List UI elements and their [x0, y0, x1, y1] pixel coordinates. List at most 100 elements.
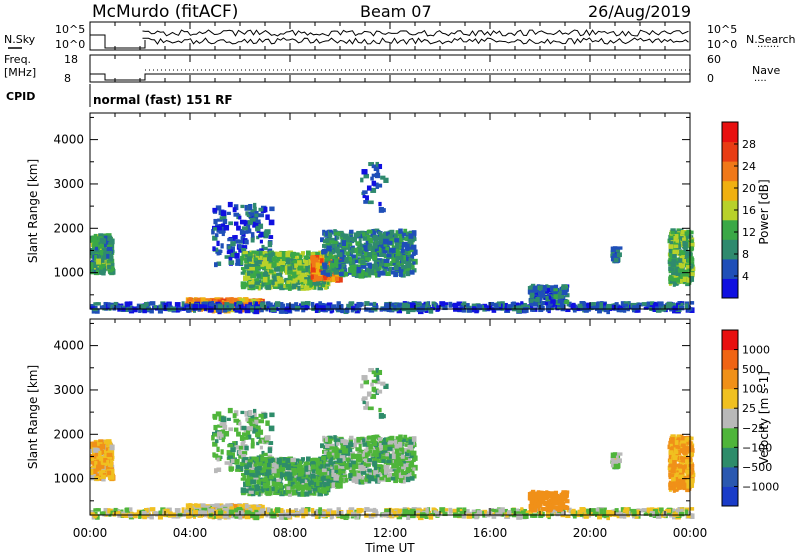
power-cell [230, 241, 236, 247]
velocity-cell [317, 461, 323, 465]
power-cell [291, 283, 297, 290]
power-cell [324, 258, 329, 265]
power-cell [228, 303, 235, 309]
velocity-cell [329, 479, 335, 483]
power-cell [365, 195, 369, 201]
power-cell [408, 233, 414, 239]
power-cell [325, 237, 331, 243]
power-cell [278, 308, 284, 314]
power-cell [680, 231, 686, 238]
velocity-cell [398, 477, 403, 483]
power-cell [345, 251, 350, 256]
power-cell [328, 271, 333, 277]
power-cell [533, 301, 537, 306]
power-cell [399, 240, 404, 246]
velocity-cell [381, 441, 388, 446]
velocity-cell [254, 422, 259, 428]
power-cell [378, 253, 383, 257]
power-cell [343, 268, 348, 273]
power-cell [250, 232, 255, 238]
nsearch-tick-bottom: 10^0 [707, 38, 737, 51]
power-cell [263, 206, 268, 213]
power-cell [318, 301, 323, 306]
velocity-cell [387, 436, 393, 441]
velocity-cell [216, 446, 220, 453]
y-tick-label: 2000 [53, 221, 84, 235]
velocity-cell [398, 472, 404, 479]
power-cell [99, 268, 106, 273]
velocity-cell [98, 470, 103, 476]
power-cell [99, 305, 106, 309]
power-cell [603, 302, 607, 309]
power-cell [242, 270, 247, 275]
power-cell [676, 228, 680, 232]
power-cell [553, 288, 558, 292]
power-cell [494, 303, 499, 309]
power-cell [398, 266, 404, 273]
velocity-cell [243, 481, 249, 487]
power-cell [103, 251, 108, 257]
velocity-cell [372, 441, 378, 447]
power-cell [144, 301, 149, 307]
velocity-cell [286, 461, 290, 466]
velocity-cell [372, 473, 377, 479]
power-cell [243, 275, 249, 281]
power-cell [688, 242, 695, 247]
power-cell [409, 254, 415, 260]
power-cell [425, 301, 429, 308]
velocity-cell [97, 450, 102, 455]
power-cell [129, 301, 133, 306]
power-cell [558, 290, 564, 295]
power-cell [245, 211, 249, 216]
power-cell [364, 246, 369, 252]
power-cell [565, 308, 571, 313]
velocity-cell [216, 457, 220, 462]
power-cell [254, 303, 259, 309]
velocity-cell [269, 475, 274, 480]
power-cell [205, 304, 210, 309]
power-cell [107, 250, 113, 254]
power-cell [248, 281, 255, 285]
power-cell [317, 255, 323, 259]
power-cell [106, 233, 112, 237]
power-cell [360, 265, 367, 269]
power-cell [675, 261, 682, 265]
power-cell [233, 307, 237, 312]
power-cell [233, 221, 239, 226]
velocity-cell [341, 452, 347, 458]
velocity-cell [287, 472, 293, 478]
power-cell [255, 250, 262, 256]
power-cell [655, 306, 660, 311]
power-cell [341, 240, 347, 247]
power-cell [373, 272, 379, 276]
velocity-cell [255, 433, 261, 438]
power-cell [330, 237, 335, 243]
power-cell [398, 271, 403, 277]
power-cell [188, 297, 193, 302]
velocity-cell [394, 444, 399, 449]
velocity-cell [320, 476, 327, 481]
power-cell [689, 301, 695, 305]
power-cell [596, 301, 600, 308]
power-cell [294, 263, 298, 269]
power-cell [213, 305, 218, 311]
power-cell [257, 259, 262, 265]
power-cell [238, 304, 244, 310]
colorbar-tick-label: 12 [742, 226, 756, 239]
velocity-cell [362, 438, 366, 443]
velocity-cell [347, 455, 352, 459]
power-cell [269, 269, 274, 274]
velocity-cell [247, 459, 253, 465]
nsearch-tick-top: 10^5 [707, 23, 737, 36]
power-cell [372, 235, 378, 241]
velocity-cell [284, 483, 289, 489]
velocity-cell [252, 461, 257, 466]
power-cell [542, 287, 547, 292]
power-cell [474, 307, 479, 314]
power-cell [680, 250, 687, 256]
power-cell [568, 301, 572, 308]
power-cell [382, 249, 387, 256]
power-cell [527, 289, 533, 295]
power-cell [689, 246, 694, 251]
velocity-cell [299, 460, 303, 467]
